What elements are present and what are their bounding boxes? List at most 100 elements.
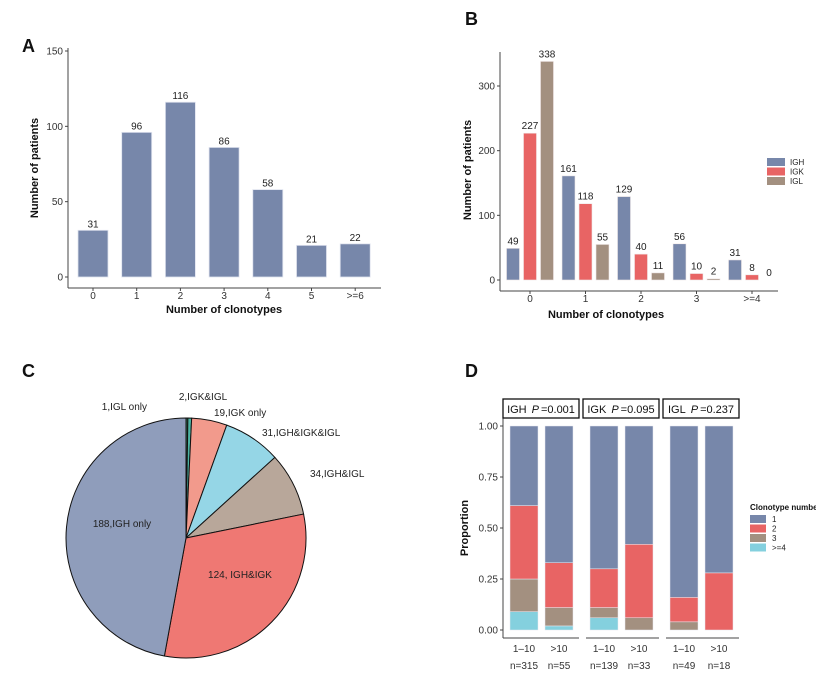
data-label-b: 56 xyxy=(674,232,686,243)
bar-b-igk xyxy=(578,203,593,281)
x-tick-label-b: 0 xyxy=(527,294,533,305)
data-label-a: 21 xyxy=(306,234,318,245)
stacked-bar-segment-2 xyxy=(704,572,734,631)
sample-size-label: n=49 xyxy=(673,661,696,672)
x-tick-label-b: >=4 xyxy=(743,294,761,305)
sample-size-label: n=315 xyxy=(510,661,539,672)
stacked-bar-segment-3 xyxy=(624,617,654,631)
data-label-a: 86 xyxy=(219,136,231,147)
facet-strip-label: IGK P =0.095 xyxy=(587,404,654,416)
data-label-b: 338 xyxy=(539,49,556,60)
x-tick-label-b: 3 xyxy=(694,294,700,305)
sample-size-label: n=139 xyxy=(590,661,619,672)
bar-b-igl xyxy=(540,61,554,281)
bar-a xyxy=(121,131,153,278)
data-label-b: 129 xyxy=(616,185,633,196)
data-label-b: 2 xyxy=(711,267,717,278)
y-tick-label-d: 0.75 xyxy=(479,473,499,484)
x-tick-label-b: 1 xyxy=(583,294,589,305)
x-tick-label-a: 0 xyxy=(90,291,96,302)
x-tick-label-d: 1–10 xyxy=(513,644,536,655)
y-tick-label-a: 100 xyxy=(46,122,63,133)
panel-label-b: B xyxy=(465,9,478,29)
facet-p-value: =0.095 xyxy=(621,404,655,416)
legend-label-d: 2 xyxy=(772,525,777,534)
x-tick-label-b: 2 xyxy=(638,294,644,305)
legend-label-d: 3 xyxy=(772,534,777,543)
pie-label: 1,IGL only xyxy=(102,402,147,413)
y-tick-label-a: 150 xyxy=(46,47,63,58)
pie-slice xyxy=(65,417,187,657)
facet-gene: IGK xyxy=(587,404,607,416)
y-tick-label-d: 0.00 xyxy=(479,626,499,637)
panel-label-c: C xyxy=(22,361,35,381)
bar-b-igk xyxy=(523,132,537,281)
stacked-bar-segment-2 xyxy=(589,568,619,608)
facet-p-label: P xyxy=(611,404,619,416)
legend-label-b: IGH xyxy=(790,158,804,167)
facet-strip xyxy=(582,398,660,419)
bar-b-igh xyxy=(672,243,687,281)
stacked-bar-segment-1 xyxy=(589,425,619,570)
y-axis-title-a: Number of patients xyxy=(29,118,41,218)
data-label-a: 96 xyxy=(131,121,143,132)
stacked-bar-segment-3 xyxy=(669,621,699,631)
stacked-bar-segment-1 xyxy=(704,425,734,574)
facet-gene: IGH xyxy=(507,404,527,416)
data-label-a: 58 xyxy=(262,179,274,190)
legend-label-b: IGK xyxy=(790,168,804,177)
bar-a xyxy=(77,229,109,278)
sample-size-label: n=33 xyxy=(628,661,651,672)
stacked-bar-segment-1 xyxy=(669,425,699,598)
stacked-bar-segment->=4 xyxy=(544,625,574,631)
pie-label: 2,IGK&IGL xyxy=(179,392,228,403)
facet-p-label: P xyxy=(691,404,699,416)
y-axis-title-d: Proportion xyxy=(459,500,471,556)
y-tick-label-b: 200 xyxy=(478,146,495,157)
y-tick-label-d: 0.50 xyxy=(479,524,499,535)
x-tick-label-d: >10 xyxy=(711,644,728,655)
data-label-b: 40 xyxy=(635,242,647,253)
pie-label: 34,IGH&IGL xyxy=(310,469,365,480)
y-tick-label-b: 0 xyxy=(489,276,495,287)
x-tick-label-a: 1 xyxy=(134,291,140,302)
data-label-b: 11 xyxy=(653,261,664,272)
panel-label-d: D xyxy=(465,361,478,381)
data-label-a: 22 xyxy=(350,233,362,244)
stacked-bar-segment-3 xyxy=(509,578,539,612)
stacked-bar-segment-2 xyxy=(669,597,699,623)
y-tick-label-b: 100 xyxy=(478,211,495,222)
legend-label-d: 1 xyxy=(772,515,777,524)
bar-b-igh xyxy=(728,259,742,281)
data-label-b: 118 xyxy=(578,192,594,203)
bar-b-igk xyxy=(634,253,648,281)
x-tick-label-a: 5 xyxy=(309,291,315,302)
y-axis-title-b: Number of patients xyxy=(462,120,474,220)
data-label-b: 0 xyxy=(766,268,772,279)
legend-label-d: >=4 xyxy=(772,544,786,553)
data-label-a: 116 xyxy=(172,91,188,102)
bar-b-igh xyxy=(506,248,520,281)
pie-label: 124, IGH&IGK xyxy=(208,570,272,581)
facet-strip xyxy=(502,398,580,419)
data-label-b: 8 xyxy=(749,263,755,274)
bar-b-igk xyxy=(745,274,759,281)
legend-key-d xyxy=(750,534,766,542)
bar-a xyxy=(252,189,284,278)
legend-key-b xyxy=(767,158,785,166)
x-tick-label-a: 3 xyxy=(221,291,227,302)
bar-b-igl xyxy=(651,272,665,281)
facet-strip-label: IGH P =0.001 xyxy=(507,404,575,416)
legend-key-b xyxy=(767,177,785,185)
data-label-a: 31 xyxy=(87,219,99,230)
sample-size-label: n=18 xyxy=(708,661,731,672)
data-label-b: 227 xyxy=(522,121,539,132)
facet-p-value: =0.237 xyxy=(700,404,734,416)
data-label-b: 55 xyxy=(597,232,609,243)
legend-title-d: Clonotype number xyxy=(750,503,816,512)
data-label-b: 31 xyxy=(729,248,741,259)
facet-strip xyxy=(662,398,740,419)
pie-slice xyxy=(163,513,307,659)
x-axis-title-a: Number of clonotypes xyxy=(166,304,282,316)
legend-key-d xyxy=(750,524,766,533)
